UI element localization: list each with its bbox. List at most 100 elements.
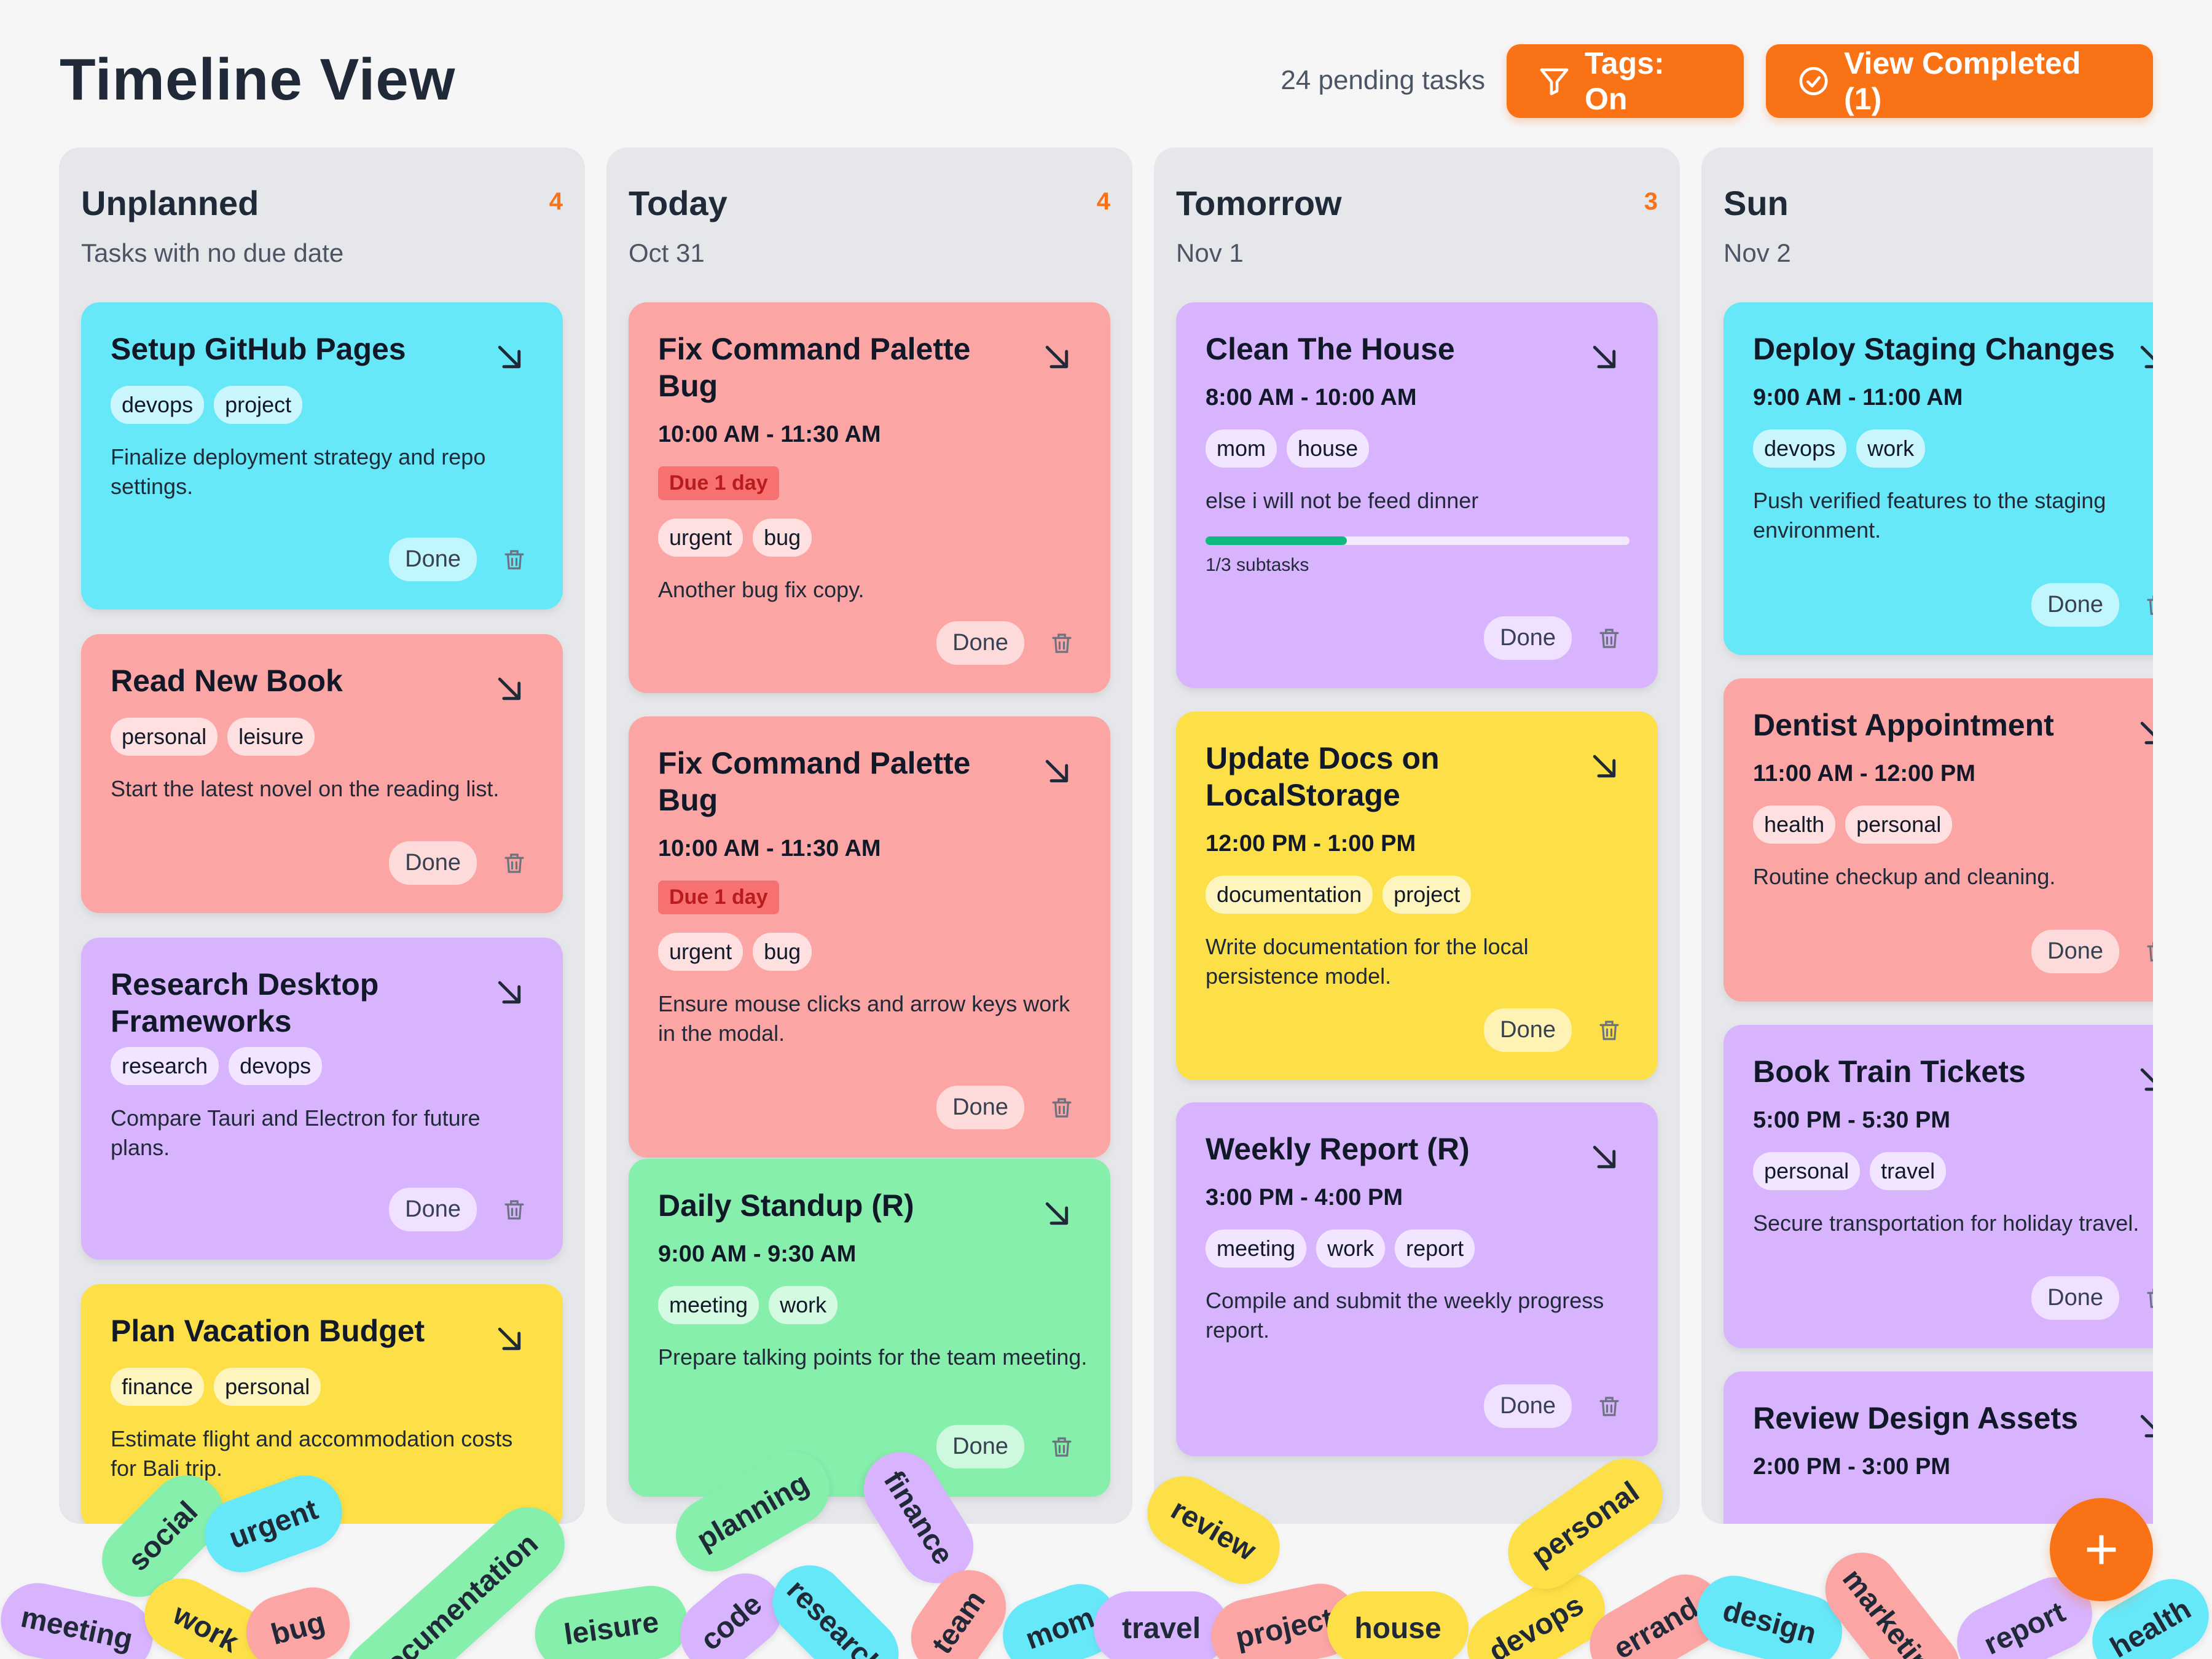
arrow-down-right-icon[interactable] bbox=[2135, 1410, 2153, 1443]
done-button[interactable]: Done bbox=[2031, 930, 2119, 973]
tag[interactable]: travel bbox=[1870, 1152, 1947, 1190]
task-card[interactable]: Clean The House 8:00 AM - 10:00 AM mom h… bbox=[1176, 302, 1658, 688]
tag[interactable]: work bbox=[1856, 429, 1926, 468]
trash-icon[interactable] bbox=[501, 850, 527, 876]
task-title: Clean The House bbox=[1206, 332, 1455, 366]
arrow-down-right-icon[interactable] bbox=[2135, 716, 2153, 750]
arrow-down-right-icon[interactable] bbox=[493, 340, 526, 374]
arrow-down-right-icon[interactable] bbox=[1588, 750, 1621, 783]
tag[interactable]: project bbox=[214, 386, 303, 424]
task-card[interactable]: Fix Command Palette Bug 10:00 AM - 11:30… bbox=[629, 302, 1110, 693]
column-title: Tomorrow bbox=[1176, 184, 1342, 222]
tag[interactable]: research bbox=[111, 1047, 219, 1085]
task-card[interactable]: Update Docs on LocalStorage 12:00 PM - 1… bbox=[1176, 712, 1658, 1080]
tags-toggle-button[interactable]: Tags: On bbox=[1507, 44, 1744, 118]
tag[interactable]: documentation bbox=[1206, 876, 1373, 914]
arrow-down-right-icon[interactable] bbox=[1588, 1140, 1621, 1174]
trash-icon[interactable] bbox=[2144, 1285, 2153, 1311]
add-task-button[interactable]: + bbox=[2050, 1498, 2153, 1601]
task-card[interactable]: Book Train Tickets 5:00 PM - 5:30 PM per… bbox=[1724, 1025, 2153, 1348]
done-button[interactable]: Done bbox=[936, 1425, 1024, 1469]
done-button[interactable]: Done bbox=[1484, 616, 1572, 660]
task-title: Fix Command Palette Bug bbox=[658, 746, 971, 817]
tag[interactable]: bug bbox=[753, 933, 812, 971]
trash-icon[interactable] bbox=[2144, 592, 2153, 618]
tag[interactable]: urgent bbox=[658, 519, 743, 557]
trash-icon[interactable] bbox=[1049, 1434, 1075, 1460]
tag[interactable]: house bbox=[1287, 429, 1370, 468]
tag[interactable]: project bbox=[1382, 876, 1472, 914]
tag[interactable]: personal bbox=[1845, 806, 1953, 844]
tag[interactable]: urgent bbox=[658, 933, 743, 971]
view-completed-label: View Completed (1) bbox=[1844, 46, 2081, 116]
timeline-board: Unplanned 4 Tasks with no due date Setup… bbox=[59, 147, 2153, 1524]
task-card[interactable]: Weekly Report (R) 3:00 PM - 4:00 PM meet… bbox=[1176, 1102, 1658, 1456]
done-button[interactable]: Done bbox=[936, 1086, 1024, 1129]
arrow-down-right-icon[interactable] bbox=[2135, 1063, 2153, 1096]
trash-icon[interactable] bbox=[1049, 630, 1075, 656]
tag[interactable]: finance bbox=[111, 1368, 205, 1406]
done-button[interactable]: Done bbox=[2031, 583, 2119, 627]
floating-tag[interactable]: travel bbox=[1094, 1591, 1229, 1659]
task-card[interactable]: Deploy Staging Changes 9:00 AM - 11:00 A… bbox=[1724, 302, 2153, 655]
task-time: 12:00 PM - 1:00 PM bbox=[1206, 831, 1416, 857]
trash-icon[interactable] bbox=[1596, 1394, 1622, 1419]
floating-tag[interactable]: research bbox=[757, 1550, 914, 1659]
tag[interactable]: leisure bbox=[227, 718, 315, 756]
task-card[interactable]: Dentist Appointment 11:00 AM - 12:00 PM … bbox=[1724, 678, 2153, 1002]
done-button[interactable]: Done bbox=[936, 621, 1024, 665]
subtask-progress-bar bbox=[1206, 536, 1630, 545]
arrow-down-right-icon[interactable] bbox=[493, 976, 526, 1009]
tag[interactable]: report bbox=[1395, 1230, 1475, 1268]
tag[interactable]: personal bbox=[214, 1368, 321, 1406]
arrow-down-right-icon[interactable] bbox=[1040, 755, 1073, 788]
arrow-down-right-icon[interactable] bbox=[1588, 340, 1621, 374]
tag[interactable]: meeting bbox=[1206, 1230, 1307, 1268]
done-button[interactable]: Done bbox=[389, 1188, 477, 1231]
tag[interactable]: health bbox=[1753, 806, 1836, 844]
column-today: Today 4 Oct 31 Fix Command Palette Bug 1… bbox=[606, 147, 1132, 1524]
arrow-down-right-icon[interactable] bbox=[1040, 1197, 1073, 1230]
task-card[interactable]: Review Design Assets 2:00 PM - 3:00 PM bbox=[1724, 1371, 2153, 1524]
trash-icon[interactable] bbox=[1596, 1018, 1622, 1043]
task-card[interactable]: Daily Standup (R) 9:00 AM - 9:30 AM meet… bbox=[629, 1159, 1110, 1497]
trash-icon[interactable] bbox=[501, 547, 527, 573]
task-card[interactable]: Setup GitHub Pages devops project Finali… bbox=[81, 302, 563, 610]
trash-icon[interactable] bbox=[2144, 939, 2153, 965]
trash-icon[interactable] bbox=[501, 1197, 527, 1223]
tag[interactable]: bug bbox=[753, 519, 812, 557]
tag[interactable]: personal bbox=[111, 718, 218, 756]
task-card[interactable]: Read New Book personal leisure Start the… bbox=[81, 634, 563, 913]
done-button[interactable]: Done bbox=[389, 841, 477, 885]
arrow-down-right-icon[interactable] bbox=[2135, 340, 2153, 374]
column-count: 4 bbox=[1096, 188, 1110, 215]
done-button[interactable]: Done bbox=[1484, 1008, 1572, 1052]
tag[interactable]: mom bbox=[1206, 429, 1277, 468]
task-card[interactable]: Fix Command Palette Bug 10:00 AM - 11:30… bbox=[629, 716, 1110, 1158]
task-time: 3:00 PM - 4:00 PM bbox=[1206, 1185, 1403, 1210]
done-button[interactable]: Done bbox=[1484, 1384, 1572, 1428]
task-description: Another bug fix copy. bbox=[658, 577, 865, 602]
tag[interactable]: meeting bbox=[658, 1286, 759, 1324]
floating-tag[interactable]: bug bbox=[238, 1579, 358, 1659]
tag[interactable]: work bbox=[769, 1286, 838, 1324]
view-completed-button[interactable]: View Completed (1) bbox=[1766, 44, 2153, 118]
floating-tag[interactable]: leisure bbox=[530, 1581, 693, 1659]
column-subtitle: Oct 31 bbox=[629, 238, 705, 267]
tag[interactable]: devops bbox=[111, 386, 205, 424]
tag[interactable]: personal bbox=[1753, 1152, 1861, 1190]
done-button[interactable]: Done bbox=[2031, 1276, 2119, 1320]
floating-tag[interactable]: house bbox=[1327, 1591, 1469, 1659]
task-time: 9:00 AM - 11:00 AM bbox=[1753, 385, 1963, 410]
tag[interactable]: work bbox=[1316, 1230, 1386, 1268]
trash-icon[interactable] bbox=[1596, 626, 1622, 651]
tag[interactable]: devops bbox=[229, 1047, 323, 1085]
arrow-down-right-icon[interactable] bbox=[1040, 340, 1073, 374]
task-title: Plan Vacation Budget bbox=[111, 1314, 425, 1348]
trash-icon[interactable] bbox=[1049, 1095, 1075, 1121]
task-card[interactable]: Research Desktop Frameworks research dev… bbox=[81, 938, 563, 1260]
done-button[interactable]: Done bbox=[389, 538, 477, 581]
arrow-down-right-icon[interactable] bbox=[493, 672, 526, 705]
tag[interactable]: devops bbox=[1753, 429, 1847, 468]
arrow-down-right-icon[interactable] bbox=[493, 1322, 526, 1355]
